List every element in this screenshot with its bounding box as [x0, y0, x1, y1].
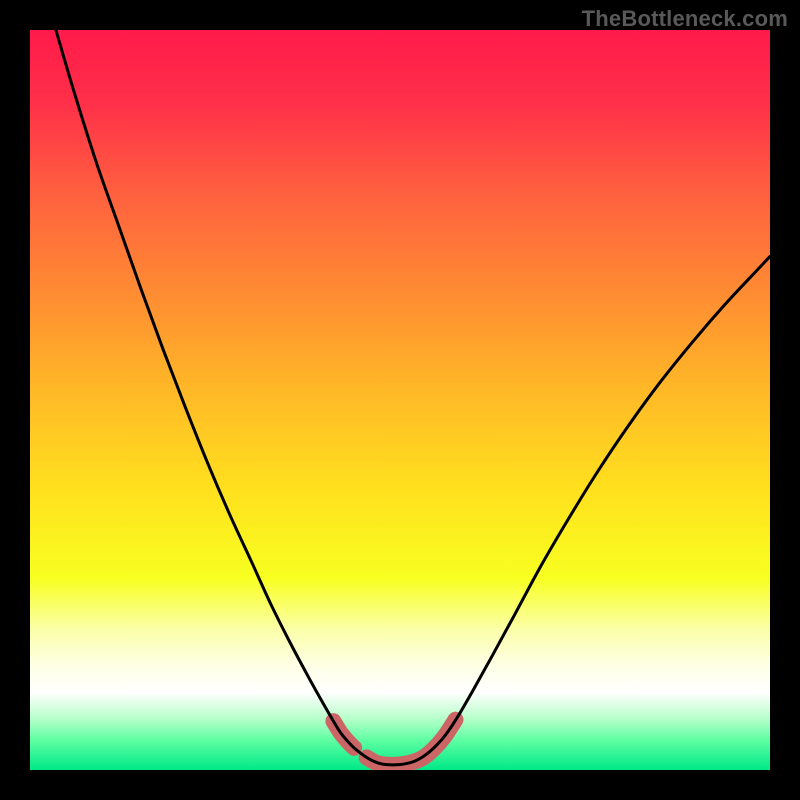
chart-container: TheBottleneck.com	[0, 0, 800, 800]
watermark-text: TheBottleneck.com	[582, 6, 788, 32]
plot-gradient-background	[30, 30, 770, 770]
bottleneck-chart	[0, 0, 800, 800]
